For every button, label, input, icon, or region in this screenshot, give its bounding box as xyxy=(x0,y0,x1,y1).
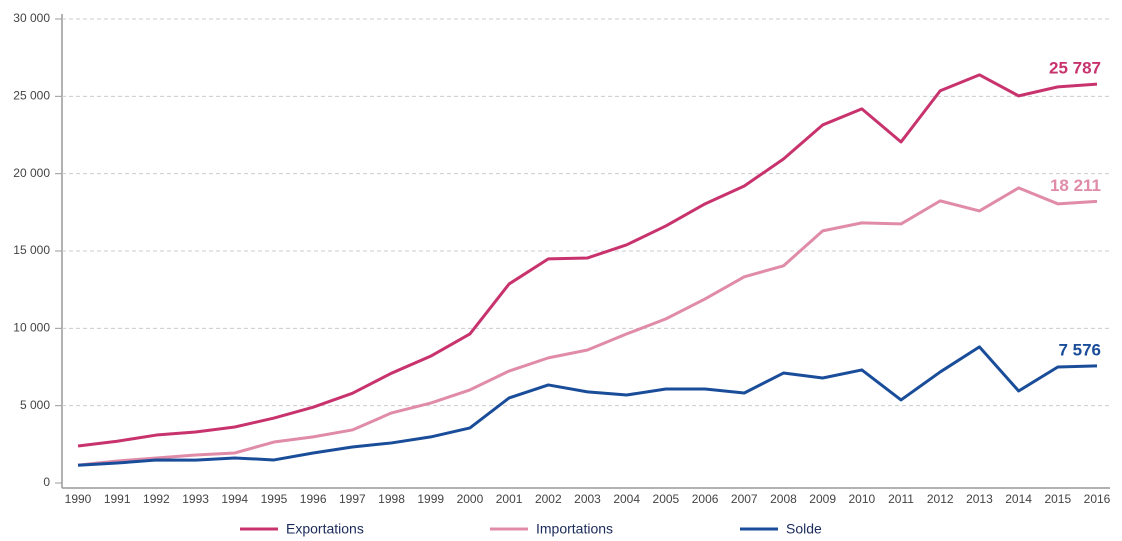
value-label: 7 576 xyxy=(1058,340,1101,359)
x-tick-label: 1997 xyxy=(339,492,366,506)
legend-label: Solde xyxy=(786,521,822,537)
x-tick-label: 2004 xyxy=(613,492,640,506)
series-line xyxy=(77,345,1098,467)
y-tick-label: 10 000 xyxy=(13,321,50,335)
value-label: 25 787 xyxy=(1049,59,1101,78)
x-tick-label: 2011 xyxy=(888,492,914,506)
x-tick-label: 2001 xyxy=(496,492,523,506)
y-tick-label: 5 000 xyxy=(20,398,50,412)
y-tick-label: 20 000 xyxy=(13,166,50,180)
x-tick-label: 1994 xyxy=(221,492,248,506)
x-tick-label: 2015 xyxy=(1044,492,1071,506)
x-tick-label: 2008 xyxy=(770,492,797,506)
x-tick-label: 2003 xyxy=(574,492,601,506)
x-tick-label: 2013 xyxy=(966,492,993,506)
x-tick-label: 2009 xyxy=(809,492,836,506)
x-tick-label: 1990 xyxy=(65,492,92,506)
x-tick-label: 2010 xyxy=(848,492,875,506)
y-tick-label: 0 xyxy=(43,475,50,489)
series-line xyxy=(77,186,1098,467)
y-tick-label: 15 000 xyxy=(13,243,50,257)
x-tick-label: 2014 xyxy=(1005,492,1032,506)
x-tick-label: 2016 xyxy=(1084,492,1111,506)
x-tick-label: 2012 xyxy=(927,492,954,506)
x-tick-label: 1998 xyxy=(378,492,405,506)
x-tick-label: 1995 xyxy=(261,492,288,506)
legend-label: Importations xyxy=(536,521,613,537)
series-line xyxy=(77,73,1098,448)
legend-label: Exportations xyxy=(286,521,364,537)
x-tick-label: 1999 xyxy=(417,492,444,506)
x-tick-label: 2007 xyxy=(731,492,758,506)
x-tick-label: 2005 xyxy=(653,492,680,506)
x-tick-label: 1992 xyxy=(143,492,170,506)
x-tick-label: 1991 xyxy=(104,492,131,506)
y-tick-label: 25 000 xyxy=(13,89,50,103)
x-tick-label: 2002 xyxy=(535,492,562,506)
x-tick-label: 1996 xyxy=(300,492,327,506)
value-label: 18 211 xyxy=(1050,176,1101,195)
x-tick-label: 2006 xyxy=(692,492,719,506)
x-tick-label: 2000 xyxy=(457,492,484,506)
x-tick-label: 1993 xyxy=(182,492,209,506)
y-tick-label: 30 000 xyxy=(13,11,50,25)
